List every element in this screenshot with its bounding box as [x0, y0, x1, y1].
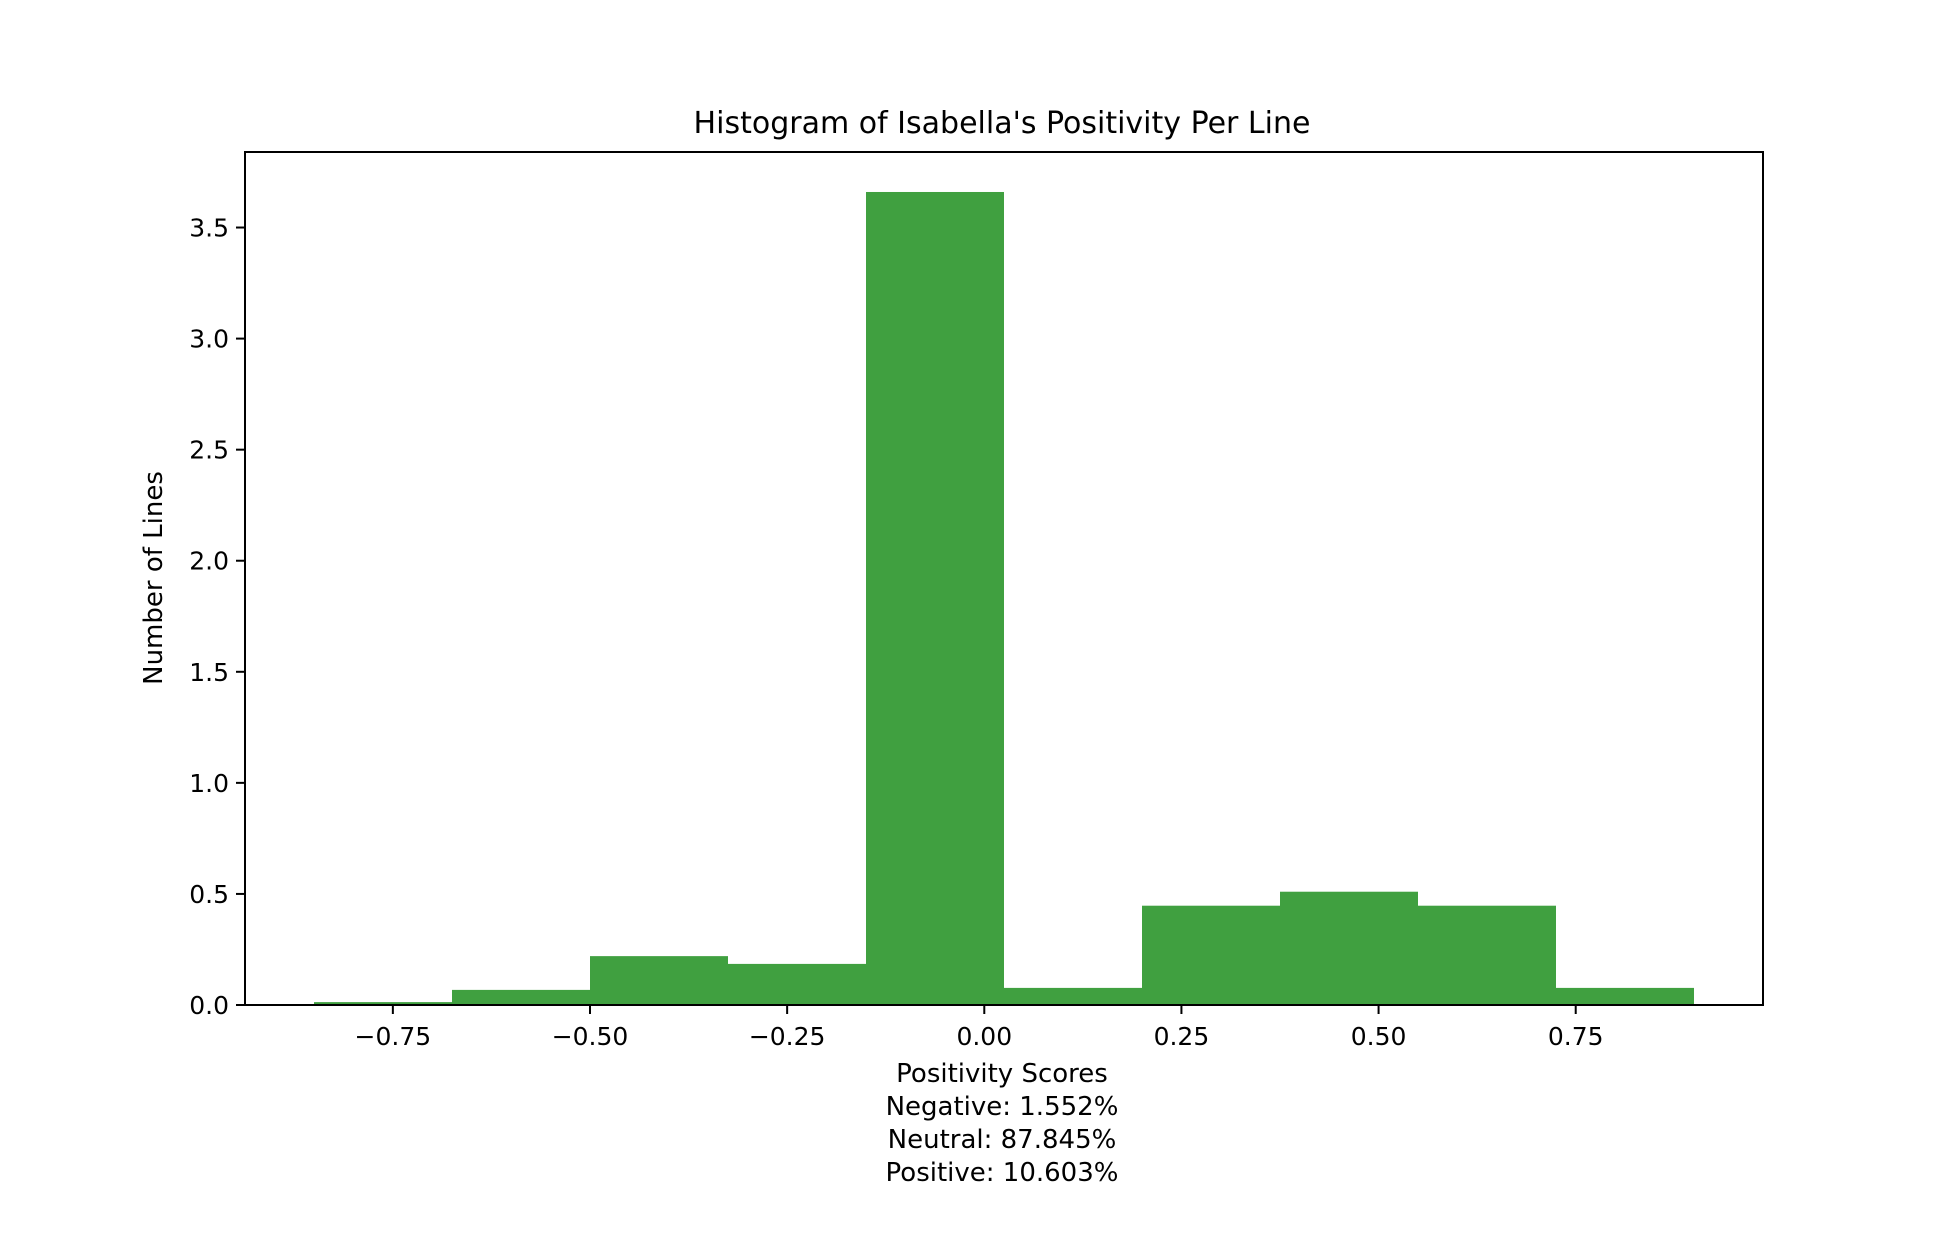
histogram-bar-9: [1556, 987, 1694, 1005]
y-axis-ticks: 0.0 0.5 1.0 1.5 2.0 2.5 3.0 3.5: [189, 214, 245, 1020]
histogram-bar-2: [590, 956, 728, 1005]
histogram-bar-6: [1142, 905, 1280, 1005]
histogram-bar-3: [728, 963, 866, 1005]
x-tick-label: 0.25: [1154, 1022, 1210, 1051]
y-tick-label: 1.0: [189, 769, 229, 798]
summary-neutral: Neutral: 87.845%: [888, 1125, 1117, 1155]
x-tick-label: −0.50: [552, 1022, 629, 1051]
y-tick-label: 2.0: [189, 547, 229, 576]
y-tick-label: 0.5: [189, 880, 229, 909]
x-axis-ticks: −0.75 −0.50 −0.25 0.00 0.25 0.50 0.75: [355, 1005, 1604, 1051]
histogram-bar-5: [1004, 987, 1142, 1005]
y-axis-label: Number of Lines: [139, 471, 169, 685]
x-tick-label: −0.75: [355, 1022, 432, 1051]
y-tick-label: 3.5: [189, 214, 229, 243]
histogram-bar-7: [1280, 891, 1418, 1005]
histogram-bar-8: [1418, 905, 1556, 1005]
y-tick-label: 0.0: [189, 991, 229, 1020]
histogram-bar-4: [866, 191, 1004, 1005]
chart-title: Histogram of Isabella's Positivity Per L…: [694, 106, 1311, 141]
y-tick-label: 3.0: [189, 325, 229, 354]
y-tick-label: 1.5: [189, 658, 229, 687]
plot-frame: [244, 151, 1764, 1006]
bars-group: [314, 191, 1694, 1005]
x-tick-label: 0.00: [956, 1022, 1012, 1051]
x-tick-label: −0.25: [749, 1022, 826, 1051]
summary-stats: Negative: 1.552% Neutral: 87.845% Positi…: [886, 1092, 1119, 1188]
summary-negative: Negative: 1.552%: [886, 1092, 1119, 1122]
x-tick-label: 0.75: [1548, 1022, 1604, 1051]
y-tick-label: 2.5: [189, 436, 229, 465]
histogram-bar-1: [452, 989, 590, 1005]
histogram-bar-0: [314, 1002, 452, 1005]
summary-positive: Positive: 10.603%: [886, 1158, 1119, 1188]
x-axis-label: Positivity Scores: [896, 1059, 1108, 1089]
x-tick-label: 0.50: [1351, 1022, 1407, 1051]
